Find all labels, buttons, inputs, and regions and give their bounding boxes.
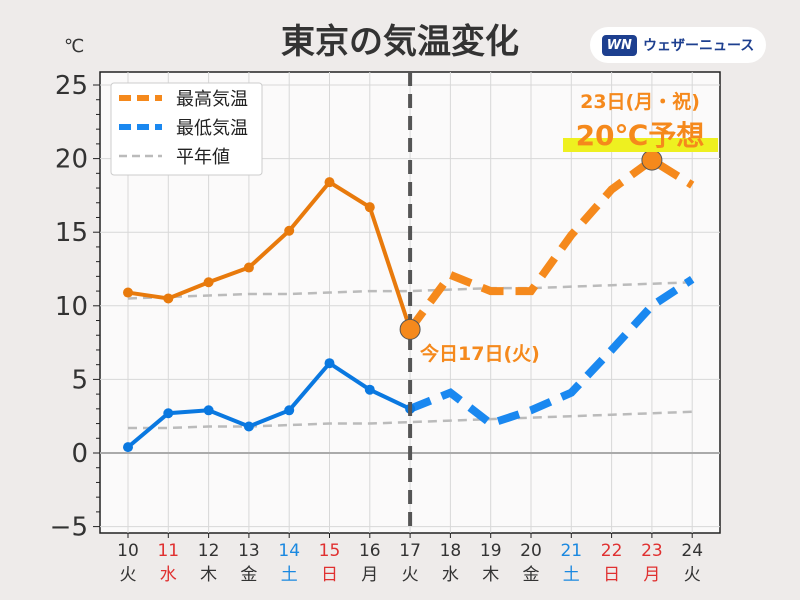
high-point <box>123 287 133 298</box>
x-tick-label-weekday: 火 <box>120 565 137 585</box>
high-point <box>203 277 214 288</box>
y-tick-label: 10 <box>55 292 88 322</box>
peak-highlight <box>563 138 718 152</box>
low-point <box>123 442 133 453</box>
legend-label: 最高気温 <box>176 89 248 110</box>
x-tick-label-weekday: 木 <box>482 565 499 585</box>
low-point <box>203 405 214 416</box>
today-high-point <box>399 318 421 340</box>
low-forecast-line <box>408 275 695 429</box>
x-tick-label-day: 19 <box>480 541 502 561</box>
today-annotation: 今日17日(火) <box>419 342 540 365</box>
peak-forecast-annotation: 20℃予想 <box>576 119 705 152</box>
x-tick-label-day: 13 <box>238 541 260 561</box>
x-tick-label-weekday: 水 <box>160 565 177 585</box>
peak-high-point <box>641 149 663 171</box>
y-tick-label: 25 <box>55 71 88 101</box>
legend-box <box>110 82 263 176</box>
high-point <box>163 293 174 304</box>
normal-high-line <box>127 280 693 300</box>
x-tick-label-day: 11 <box>157 541 179 561</box>
low-point <box>364 384 375 395</box>
x-tick-label-weekday: 土 <box>563 565 580 585</box>
chart-title: 東京の気温変化 <box>281 22 519 62</box>
x-tick-label-weekday: 水 <box>442 565 459 585</box>
high-point <box>364 202 375 213</box>
low-point <box>163 408 174 419</box>
x-tick-label-day: 23 <box>641 541 663 561</box>
low-observed-line <box>126 360 411 449</box>
high-point <box>284 225 295 236</box>
y-tick-label: 0 <box>71 439 88 469</box>
x-tick-label-day: 16 <box>359 541 381 561</box>
x-tick-label-day: 22 <box>601 541 623 561</box>
low-point <box>243 421 254 432</box>
legend-label: 平年値 <box>176 147 230 168</box>
y-tick-label: 5 <box>71 365 88 395</box>
x-tick-label-day: 18 <box>440 541 462 561</box>
x-tick-label-weekday: 木 <box>200 565 217 585</box>
low-point <box>284 405 295 416</box>
x-tick-label-weekday: 月 <box>643 565 660 585</box>
x-tick-label-day: 12 <box>198 541 220 561</box>
high-point <box>324 177 335 188</box>
y-axis-unit: ℃ <box>64 36 85 57</box>
high-point <box>243 262 254 273</box>
x-tick-label-weekday: 土 <box>281 565 298 585</box>
low-point <box>324 358 335 369</box>
x-tick-label-day: 14 <box>278 541 300 561</box>
normal-low-line <box>128 410 693 430</box>
x-tick-label-weekday: 日 <box>321 565 338 585</box>
x-tick-label-weekday: 月 <box>361 565 378 585</box>
weathernews-logo: WN ウェザーニュース <box>590 27 766 63</box>
peak-date-annotation: 23日(月・祝) <box>580 90 700 113</box>
y-tick-label: −5 <box>50 513 88 543</box>
x-tick-label-day: 10 <box>117 541 139 561</box>
x-tick-label-day: 24 <box>681 541 703 561</box>
x-tick-label-weekday: 火 <box>402 565 419 585</box>
high-observed-line <box>127 179 412 330</box>
x-tick-label-day: 15 <box>319 541 341 561</box>
legend-label: 最低気温 <box>176 118 248 139</box>
x-tick-label-weekday: 火 <box>684 565 701 585</box>
x-tick-label-day: 17 <box>399 541 421 561</box>
x-tick-label-weekday: 金 <box>240 565 257 585</box>
x-tick-label-day: 21 <box>560 541 582 561</box>
logo-mark: WN <box>601 34 637 56</box>
x-tick-label-weekday: 金 <box>523 565 540 585</box>
logo-text: ウェザーニュース <box>642 38 755 54</box>
x-tick-label-weekday: 日 <box>603 565 620 585</box>
y-tick-label: 15 <box>55 218 88 248</box>
x-tick-label-day: 20 <box>520 541 542 561</box>
y-tick-label: 20 <box>55 145 88 175</box>
